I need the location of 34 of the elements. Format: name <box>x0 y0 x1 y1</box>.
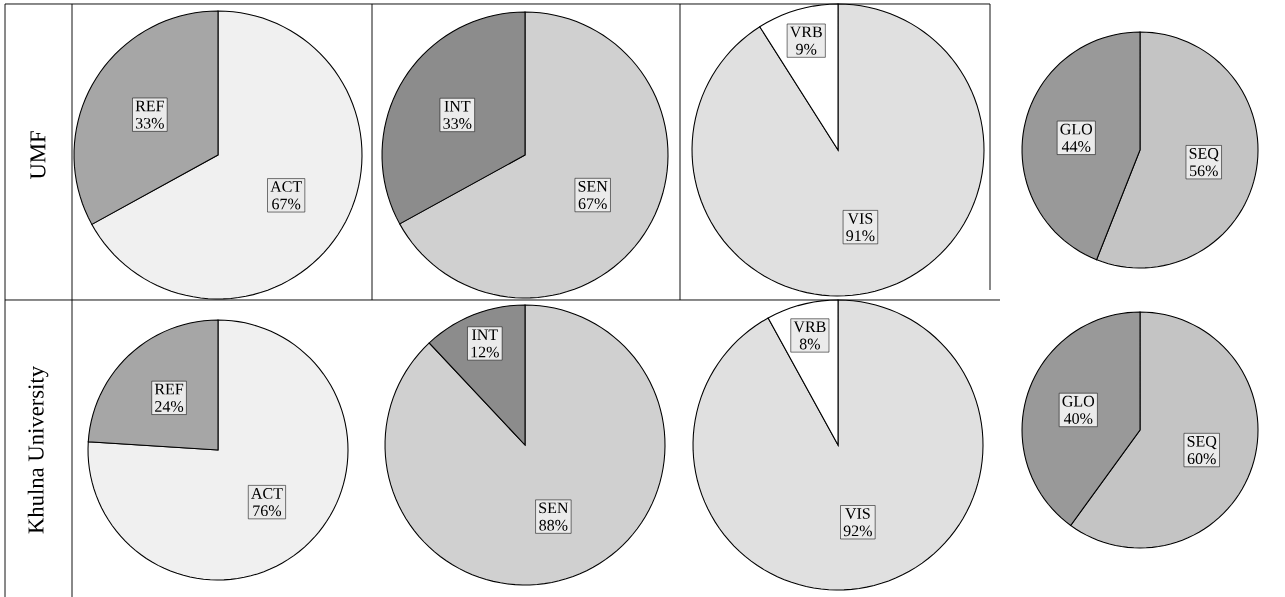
data-label: 33% <box>443 118 472 129</box>
data-label: 24% <box>155 401 184 412</box>
data-label: 9% <box>796 43 817 55</box>
slice-label: GLO <box>1060 123 1093 135</box>
slice-label: SEN <box>578 180 608 192</box>
data-label: 56% <box>1190 165 1218 177</box>
slice-label: VRB <box>789 26 822 38</box>
data-label: 88% <box>539 519 568 531</box>
slice-label: SEQ <box>1187 435 1217 450</box>
slice-label: ACT <box>270 181 302 192</box>
slice-label: VRB <box>793 321 826 333</box>
data-label: 67% <box>272 198 301 210</box>
text: Khulna University <box>27 366 49 534</box>
data-label: 40% <box>1063 413 1093 425</box>
slice-label: REF <box>154 383 184 395</box>
slice-label: SEN <box>539 502 569 514</box>
slice-label: INT <box>444 100 471 112</box>
slice-label: VIS <box>847 213 873 224</box>
slice-label: VIS <box>845 508 870 520</box>
slice-label: ACT <box>251 488 283 499</box>
data-label: 92% <box>843 525 872 537</box>
text: UMF <box>30 131 46 180</box>
data-label: 67% <box>578 198 607 210</box>
data-label: 76% <box>253 505 282 517</box>
data-label: 91% <box>846 230 875 242</box>
slice-label: INT <box>472 329 498 340</box>
data-label: 8% <box>799 338 820 350</box>
slice-label: SEQ <box>1189 148 1219 162</box>
data-label: 60% <box>1187 453 1216 465</box>
data-label: 44% <box>1061 141 1091 152</box>
data-label: 12% <box>471 346 499 358</box>
slice-label: GLO <box>1062 395 1095 407</box>
data-label: 33% <box>135 117 164 129</box>
slice-label: REF <box>135 100 164 112</box>
